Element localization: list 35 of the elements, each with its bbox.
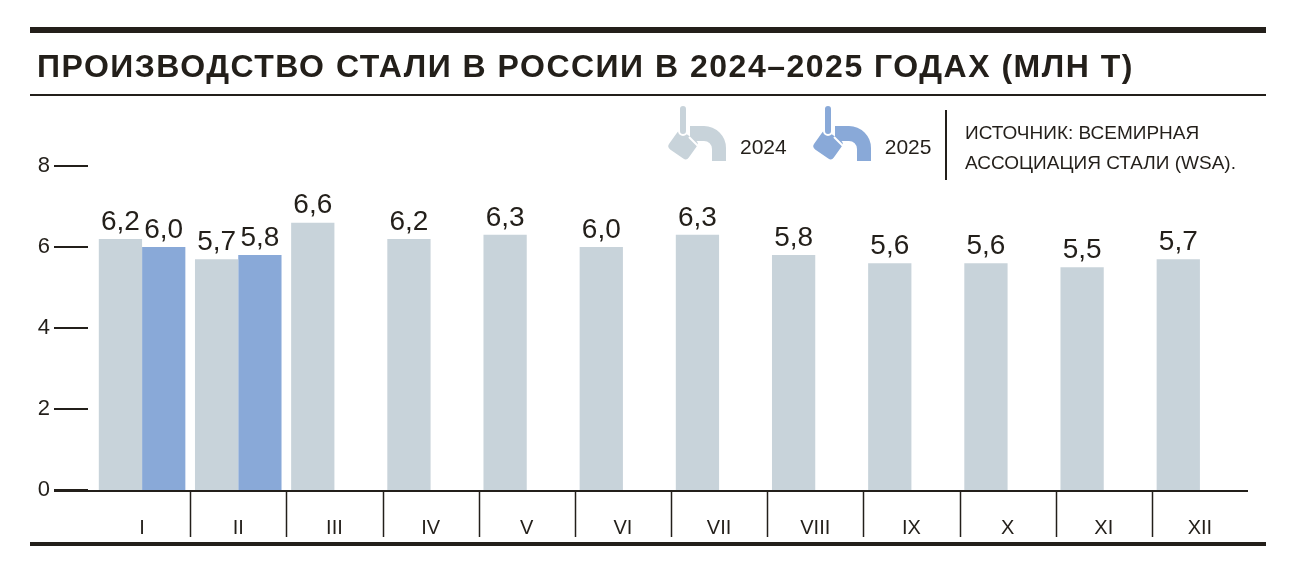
legend-label: 2025 [884, 135, 932, 159]
x-tick-label: II [232, 515, 244, 538]
y-tick-label: 2 [37, 395, 50, 421]
annotation: ИСТОЧНИК: ВСЕМИРНАЯ АССОЦИАЦИЯ СТАЛИ (WSA). [965, 121, 1237, 175]
y-tick-label: 4 [37, 314, 50, 340]
y-tick-label: 0 [37, 476, 50, 502]
x-tick-label: VI [613, 515, 633, 538]
data-label: 5,6 [966, 228, 1006, 260]
data-label: 5,8 [774, 220, 814, 252]
data-label: 5,5 [1062, 232, 1102, 264]
data-label: 6,3 [485, 200, 525, 232]
x-tick-label: I [139, 515, 145, 538]
data-label: 6,2 [100, 204, 140, 236]
chart-title: ПРОИЗВОДСТВО СТАЛИ В РОССИИ В 2024–2025 ГОДАХ (МЛН Т) [30, 33, 1266, 96]
x-tick-label: XI [1094, 515, 1114, 538]
data-label: 6,6 [293, 188, 333, 220]
legend-label: 2024 [740, 135, 787, 159]
data-label: 6,3 [677, 200, 717, 232]
x-tick-label: VII [706, 515, 732, 538]
x-tick-label: X [1000, 515, 1015, 538]
data-label: 6,0 [581, 212, 621, 244]
x-tick-label: V [520, 515, 535, 538]
x-tick-label: XII [1187, 515, 1213, 538]
x-tick-label: VIII [800, 515, 831, 538]
x-tick-label: IX [901, 515, 921, 538]
data-label: 5,7 [1158, 224, 1198, 256]
y-tick-label: 6 [37, 233, 50, 259]
data-label: 6,2 [389, 204, 429, 236]
y-tick-label: 8 [37, 152, 50, 178]
x-tick-label: III [326, 515, 343, 538]
data-label: 5,8 [240, 220, 280, 252]
data-label: 6,0 [144, 212, 184, 244]
data-label: 5,7 [197, 224, 237, 256]
data-label: 5,6 [870, 228, 910, 260]
x-tick-label: IV [421, 515, 441, 538]
